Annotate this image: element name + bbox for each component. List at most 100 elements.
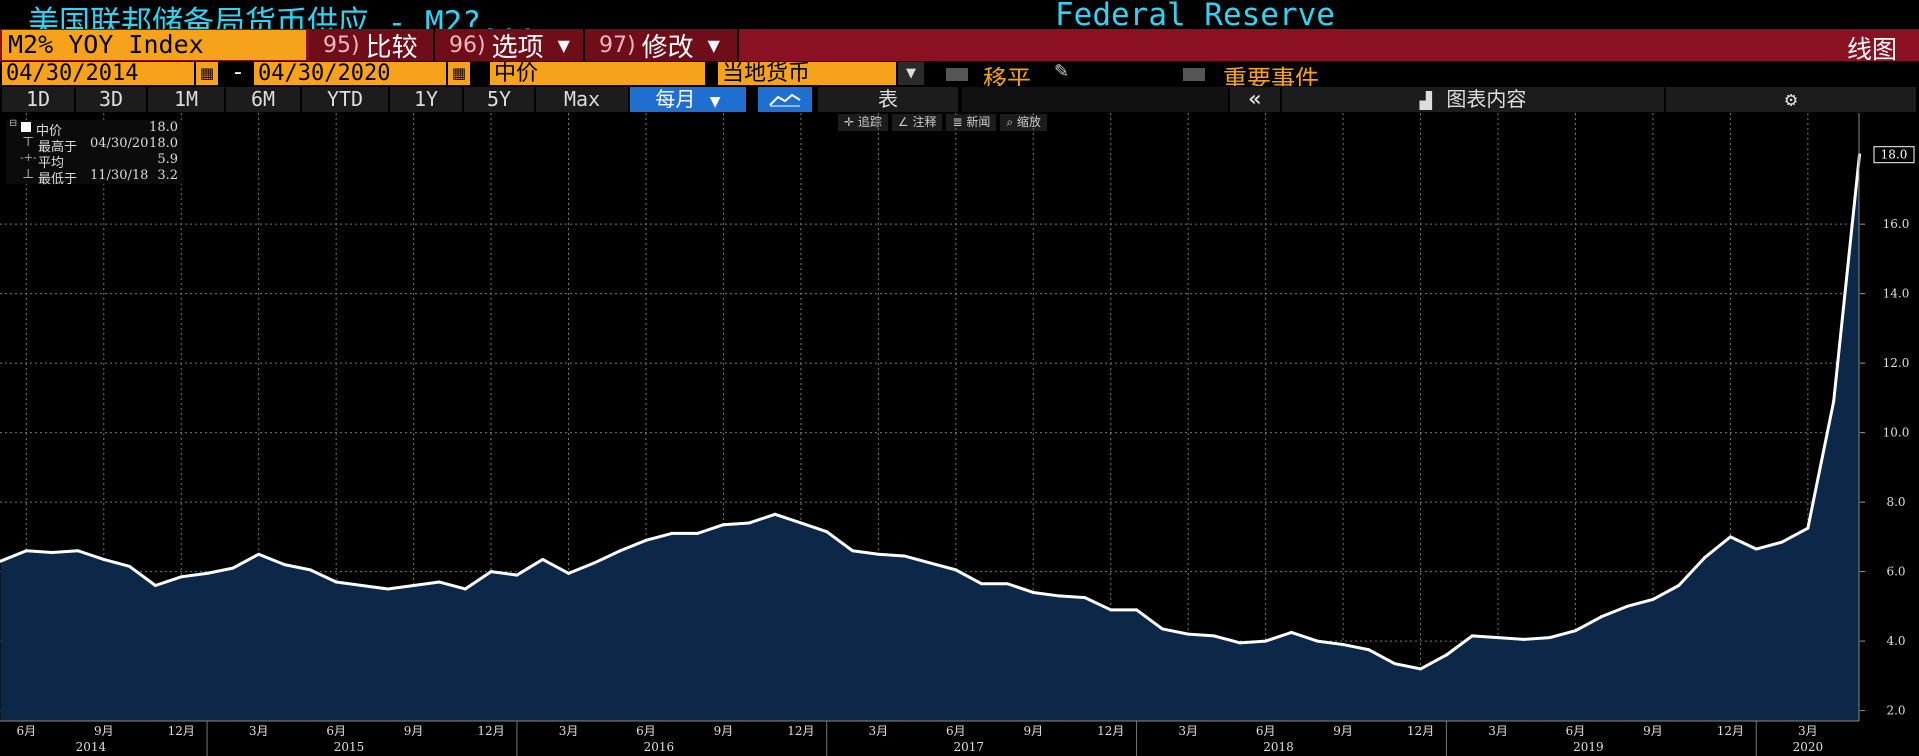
collapse-icon[interactable]: «	[1230, 87, 1280, 112]
period-button[interactable]: 1D	[2, 87, 74, 112]
low-marker-icon: ⊥	[22, 167, 35, 182]
data-point	[1806, 526, 1810, 530]
data-point	[489, 570, 493, 574]
high-marker-icon: ⊤	[22, 135, 35, 150]
data-point	[1341, 643, 1345, 647]
zoom-tool[interactable]: ⌕ 缩放	[1000, 114, 1047, 131]
news-tool-label: 新闻	[966, 115, 991, 129]
x-tick-label: 12月	[1407, 724, 1434, 738]
x-year-label: 2014	[76, 740, 107, 754]
data-point	[308, 568, 312, 572]
x-tick-label: 9月	[404, 724, 424, 738]
modify-button[interactable]: 97) 修改 ▼	[585, 29, 739, 63]
data-point	[567, 571, 571, 575]
x-year-label: 2017	[953, 740, 984, 754]
chart-content-button[interactable]: ▟ 图表内容	[1282, 87, 1664, 112]
chevron-down-icon[interactable]: ▼	[898, 62, 924, 85]
legend-series-row[interactable]: ⊟ 中价 18.0	[6, 118, 182, 139]
pencil-icon[interactable]: ✎	[1054, 61, 1070, 82]
legend-avg-label: 平均	[38, 156, 65, 171]
x-year-label: 2018	[1263, 740, 1294, 754]
ticker-field[interactable]: M2% YOY Index	[2, 30, 306, 60]
x-tick-label: 9月	[1333, 724, 1353, 738]
x-year-label: 2015	[334, 740, 365, 754]
x-tick-label: 12月	[477, 724, 504, 738]
data-point	[1135, 608, 1139, 612]
period-button[interactable]: 3D	[76, 87, 146, 112]
period-button[interactable]: 6M	[226, 87, 300, 112]
data-point	[1703, 556, 1707, 560]
options-button[interactable]: 96) 选项 ▼	[435, 29, 585, 63]
x-tick-label: 3月	[1178, 724, 1198, 738]
data-point	[1238, 641, 1242, 645]
x-tick-label: 9月	[714, 724, 734, 738]
data-point	[1754, 547, 1758, 551]
data-point	[1599, 615, 1603, 619]
end-date-input[interactable]: 04/30/2020	[254, 62, 446, 85]
x-tick-label: 6月	[16, 724, 36, 738]
data-point	[334, 580, 338, 584]
data-point	[1496, 636, 1500, 640]
date-separator: -	[234, 60, 242, 85]
data-point	[1780, 540, 1784, 544]
table-button[interactable]: 表	[818, 87, 958, 112]
data-point	[592, 561, 596, 565]
legend-high-row: ⊤ 最高于 04/30/20 18.0	[6, 135, 182, 155]
data-point	[1289, 630, 1293, 634]
y-tick-label: 16.0	[1883, 217, 1910, 231]
data-point	[1005, 582, 1009, 586]
period-button[interactable]: 5Y	[464, 87, 534, 112]
data-point	[463, 587, 467, 591]
x-tick-label: 3月	[249, 724, 269, 738]
chart-type-label: 线图	[1846, 35, 1897, 64]
legend-series-value: 18.0	[149, 120, 178, 135]
annotate-tool[interactable]: ∠ 注释	[891, 114, 943, 131]
period-button[interactable]: YTD	[302, 87, 388, 112]
chart[interactable]: 2.0 4.0 6.0 8.0 10.0 12.0 14.0 16.0 6月 9月 12月 3月 6月 9…	[0, 113, 1919, 756]
x-tick-label: 3月	[559, 724, 579, 738]
x-tick-label: 6月	[326, 724, 346, 738]
data-point	[179, 575, 183, 579]
period-button[interactable]: 1M	[148, 87, 224, 112]
series-swatch	[21, 122, 31, 132]
y-tick-label: 6.0	[1886, 565, 1905, 579]
gear-icon[interactable]: ⚙	[1666, 87, 1916, 112]
data-point	[1186, 632, 1190, 636]
events-checkbox[interactable]	[1183, 68, 1205, 81]
period-button[interactable]: Max	[536, 87, 628, 112]
shift-checkbox[interactable]	[946, 68, 968, 81]
data-point	[1160, 627, 1164, 631]
options-label: 选项	[491, 32, 544, 63]
frequency-select[interactable]: 每月 ▼	[630, 87, 746, 112]
period-button[interactable]: 1Y	[390, 87, 462, 112]
data-point	[928, 561, 932, 565]
calendar-icon[interactable]: ▦	[196, 62, 218, 85]
search-icon: ⌕	[1006, 115, 1017, 129]
calendar-icon[interactable]: ▦	[448, 62, 470, 85]
data-point	[1419, 667, 1423, 671]
x-tick-label: 9月	[94, 724, 114, 738]
track-tool[interactable]: ✛ 追踪	[838, 114, 888, 131]
y-tick-label: 8.0	[1886, 495, 1905, 509]
x-tick-label: 12月	[1097, 724, 1124, 738]
data-point	[50, 550, 54, 554]
news-tool[interactable]: ≣ 新闻	[946, 114, 997, 131]
data-point	[618, 549, 622, 553]
currency-select[interactable]: 当地货币	[718, 62, 896, 85]
data-point	[1728, 535, 1732, 539]
start-date-input[interactable]: 04/30/2014	[2, 62, 194, 85]
data-point	[386, 587, 390, 591]
data-point	[1212, 634, 1216, 638]
x-tick-label: 12月	[787, 724, 814, 738]
compare-button[interactable]: 95) 比较	[309, 29, 435, 63]
series-area	[0, 154, 1860, 722]
line-chart-icon[interactable]	[758, 87, 812, 112]
data-point	[851, 549, 855, 553]
data-point	[980, 582, 984, 586]
price-field-select[interactable]: 中价	[490, 62, 705, 85]
collapse-square-icon[interactable]: ⊟	[9, 118, 18, 129]
data-point	[515, 573, 519, 577]
data-point	[1264, 639, 1268, 643]
annotate-tool-label: 注释	[912, 115, 937, 129]
data-point	[1109, 608, 1113, 612]
